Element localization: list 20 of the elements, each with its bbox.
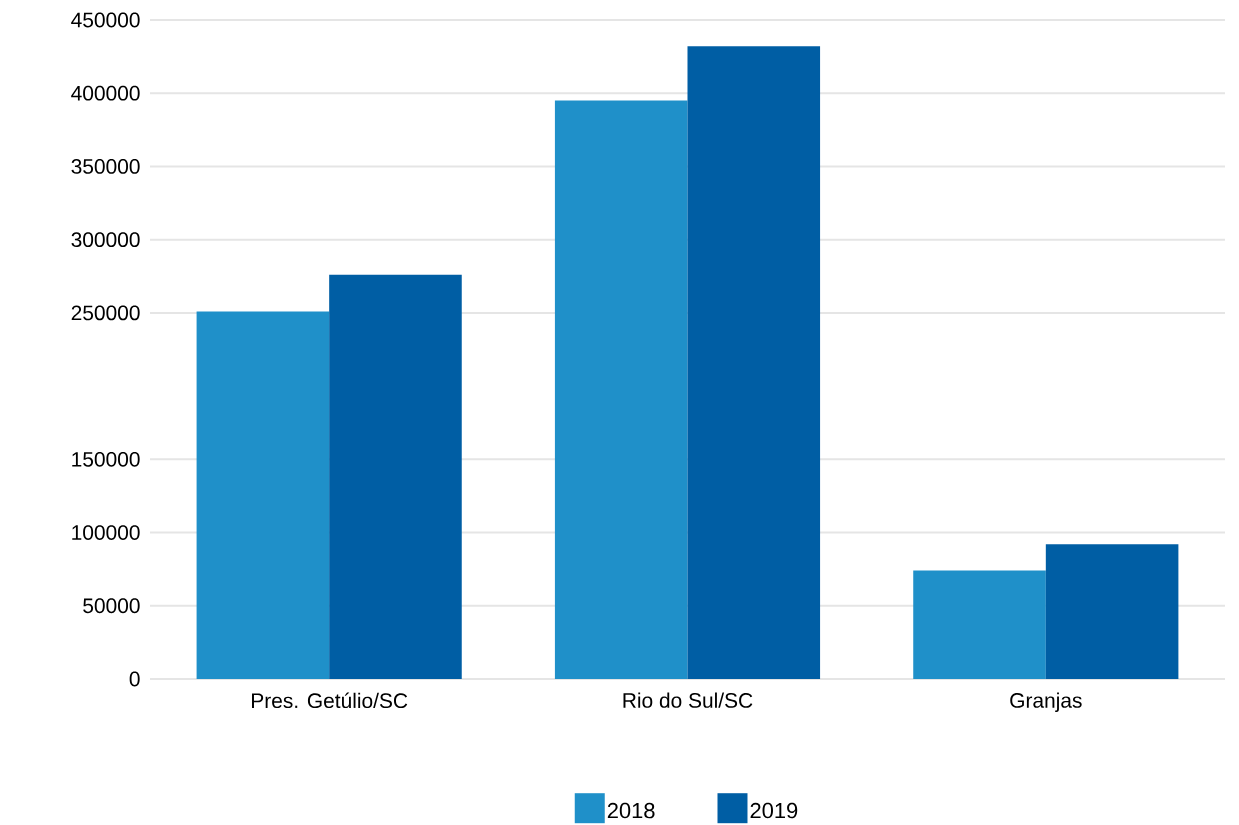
legend-label: 2018 <box>607 802 655 819</box>
y-tick-label: 100000 <box>72 525 140 540</box>
bar <box>913 570 1046 679</box>
y-tick-label: 300000 <box>71 232 140 248</box>
bar <box>554 100 688 679</box>
y-tick-label: 350000 <box>71 159 140 174</box>
y-tick-label: 150000 <box>72 451 140 467</box>
y-tick-label: 0 <box>129 671 140 687</box>
y-tick-label: 50000 <box>83 598 140 614</box>
y-tick-label: 450000 <box>71 12 140 28</box>
x-tick-label: Pres. Getúlio/SC <box>252 692 408 709</box>
x-tick-label: Granjas <box>1010 692 1082 713</box>
y-tick-label: 400000 <box>71 85 140 101</box>
x-tick-label: Rio do Sul/SC <box>623 692 753 708</box>
bar <box>1045 544 1179 679</box>
bar <box>687 46 821 679</box>
bar <box>196 311 330 679</box>
y-tick-label: 250000 <box>71 305 140 321</box>
bar <box>329 274 462 679</box>
legend-label: 2019 <box>750 802 798 819</box>
